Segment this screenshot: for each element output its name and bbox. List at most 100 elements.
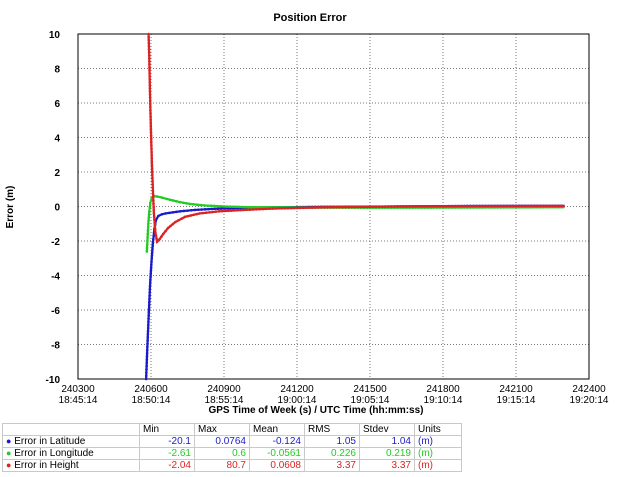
series-point-error-in-height [149, 112, 152, 115]
series-point-error-in-height [353, 205, 357, 209]
series-point-error-in-latitude [147, 320, 150, 324]
series-point-error-in-latitude [219, 207, 223, 210]
series-point-error-in-longitude [145, 243, 149, 246]
x-tick-label-gps: 240900 [207, 384, 241, 395]
series-point-error-in-height [313, 206, 317, 209]
series-point-error-in-height [362, 205, 366, 209]
series-point-error-in-height [148, 62, 151, 66]
series-point-error-in-height [223, 209, 227, 213]
series-point-error-in-longitude [147, 222, 150, 226]
series-point-error-in-height [153, 227, 157, 231]
series-point-error-in-latitude [151, 241, 155, 245]
series-point-error-in-latitude [149, 275, 152, 279]
series-line-error-in-latitude [145, 204, 565, 380]
series-point-error-in-height [150, 170, 154, 173]
series-point-error-in-height [323, 206, 326, 209]
series-point-error-in-height [514, 204, 518, 208]
series-point-error-in-height [447, 204, 451, 208]
series-point-error-in-height [217, 210, 221, 213]
series-point-error-in-height [389, 205, 393, 208]
series-point-error-in-height [151, 196, 155, 199]
series-point-error-in-longitude [146, 236, 149, 239]
series-point-error-in-latitude [148, 281, 152, 285]
series-point-error-in-height [338, 205, 341, 209]
stats-cell-min: -2.04 [139, 459, 195, 472]
series-point-error-in-height [499, 204, 503, 208]
y-tick-label: 8 [54, 65, 60, 76]
series-point-error-in-height [239, 208, 242, 212]
series-point-error-in-height [148, 71, 151, 75]
series-point-error-in-latitude [182, 209, 186, 213]
series-point-error-in-latitude [149, 266, 153, 270]
series-point-error-in-height [198, 212, 201, 215]
x-tick-label-utc: 19:20:14 [570, 395, 609, 406]
series-point-error-in-latitude [171, 211, 175, 214]
series-point-error-in-height [298, 206, 302, 210]
series-point-error-in-height [326, 205, 329, 209]
series-point-error-in-latitude [193, 208, 197, 212]
series-point-error-in-latitude [145, 351, 149, 355]
series-dot-icon: ● [6, 448, 12, 458]
series-point-error-in-height [484, 204, 487, 208]
stats-cell-min: -20.1 [139, 435, 195, 448]
series-point-error-in-height [374, 205, 378, 209]
series-point-error-in-longitude [147, 216, 151, 220]
series-point-error-in-height [456, 204, 460, 208]
series-point-error-in-height [147, 47, 151, 51]
series-point-error-in-height [258, 207, 261, 211]
series-point-error-in-longitude [146, 232, 150, 236]
series-point-error-in-height [150, 153, 153, 157]
series-point-error-in-height [147, 35, 150, 39]
series-point-error-in-height [535, 204, 539, 208]
series-point-error-in-height [149, 140, 153, 144]
series-point-error-in-height [204, 211, 208, 215]
chart-title: Position Error [273, 12, 347, 24]
series-point-error-in-latitude [216, 207, 220, 210]
series-point-error-in-height [286, 206, 290, 210]
stats-cell-stdev: 1.04 [359, 435, 415, 448]
series-point-error-in-height [277, 207, 281, 210]
series-point-error-in-height [438, 204, 442, 208]
series-point-error-in-latitude [147, 310, 151, 314]
series-point-error-in-height [148, 99, 152, 102]
stats-cell-rms: 3.37 [304, 459, 360, 472]
stats-row-label: ● Error in Height [2, 459, 140, 472]
series-point-error-in-latitude [189, 208, 193, 212]
series-point-error-in-height [481, 204, 484, 208]
series-point-error-in-height [149, 121, 153, 125]
series-point-error-in-height [150, 167, 154, 170]
series-point-error-in-longitude [147, 213, 151, 216]
series-point-error-in-height [554, 204, 557, 208]
series-point-error-in-height [220, 209, 224, 213]
series-point-error-in-height [154, 234, 158, 237]
stats-cell-units: (m) [414, 435, 462, 448]
series-point-error-in-height [151, 186, 155, 190]
series-point-error-in-height [274, 207, 278, 210]
series-point-error-in-longitude [216, 204, 219, 208]
series-point-error-in-height [347, 205, 351, 209]
series-point-error-in-latitude [146, 342, 149, 346]
series-point-error-in-height [264, 207, 268, 211]
series-point-error-in-height [151, 173, 154, 177]
series-point-error-in-height [152, 212, 156, 215]
series-point-error-in-height [149, 137, 153, 141]
series-point-error-in-longitude [212, 204, 216, 208]
series-point-error-in-latitude [148, 287, 152, 291]
series-point-error-in-height [459, 204, 463, 208]
series-point-error-in-height [292, 206, 296, 210]
series-point-error-in-latitude [152, 237, 155, 241]
series-point-error-in-latitude [147, 304, 151, 307]
series-point-error-in-height [183, 215, 187, 219]
series-point-error-in-height [560, 204, 563, 208]
series-point-error-in-height [166, 226, 170, 230]
series-point-error-in-height [148, 81, 152, 84]
series-point-error-in-height [164, 229, 167, 233]
series-point-error-in-height [396, 205, 399, 208]
series-point-error-in-longitude [206, 204, 210, 207]
series-point-error-in-height [511, 204, 515, 208]
stats-header-mean: Mean [249, 423, 305, 436]
series-point-error-in-latitude [175, 210, 178, 214]
stats-row-name: Error in Longitude [14, 448, 94, 459]
series-point-error-in-height [359, 205, 363, 209]
series-point-error-in-latitude [147, 300, 151, 304]
